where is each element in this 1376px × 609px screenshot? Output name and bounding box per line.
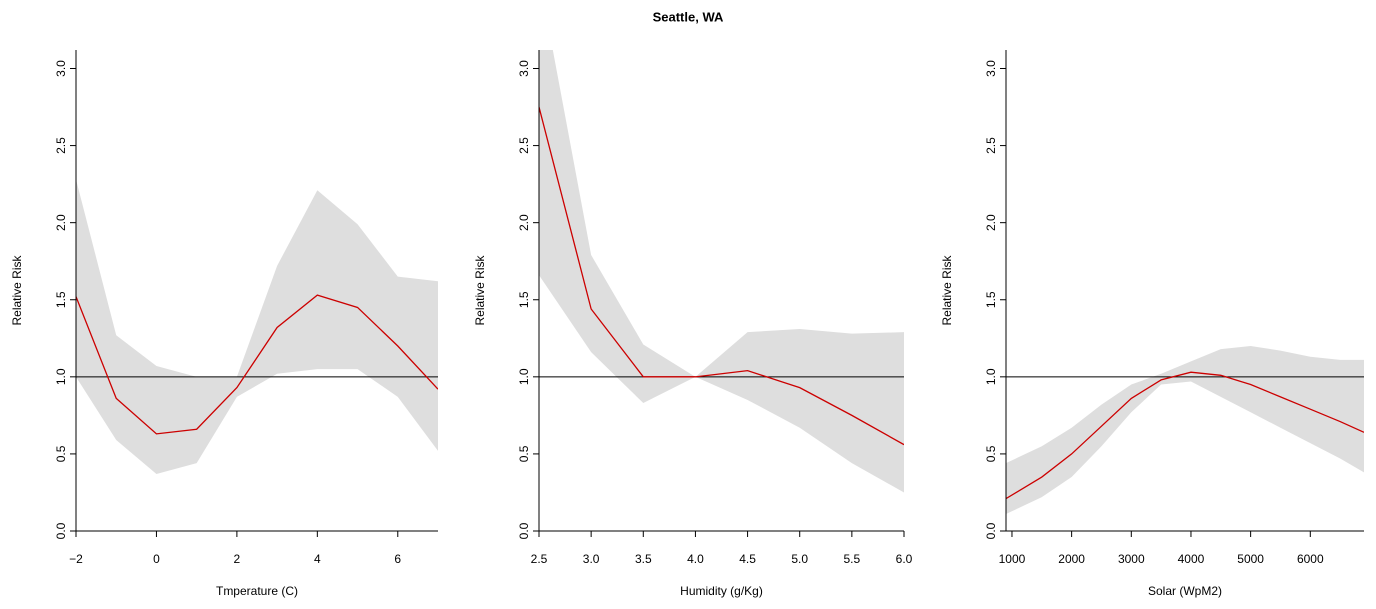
y-tick-label: 1.0	[54, 368, 68, 385]
y-tick-label: 1.5	[54, 291, 68, 308]
x-tick-label: 4000	[1178, 552, 1205, 566]
x-tick-label: 6000	[1297, 552, 1324, 566]
x-tick-label: 2	[234, 552, 241, 566]
plot-area	[1006, 346, 1364, 515]
y-tick-label: 1.0	[984, 368, 998, 385]
x-tick-label: 6	[394, 552, 401, 566]
y-tick-label: 0.0	[984, 522, 998, 539]
x-axis-label: Tmperature (C)	[216, 584, 298, 598]
y-tick-label: 2.0	[517, 214, 531, 231]
y-tick-label: 1.5	[984, 291, 998, 308]
y-tick-label: 3.0	[984, 60, 998, 77]
y-tick-label: 0.5	[517, 445, 531, 462]
y-axis-label: Relative Risk	[940, 254, 954, 325]
y-axis-label: Relative Risk	[473, 254, 487, 325]
x-tick-label: 5000	[1237, 552, 1264, 566]
x-tick-label: 3000	[1118, 552, 1145, 566]
x-tick-label: 5.0	[791, 552, 808, 566]
y-tick-label: 2.5	[54, 137, 68, 154]
y-tick-label: 1.0	[517, 368, 531, 385]
risk-line	[1006, 371, 1364, 500]
x-tick-label: 6.0	[896, 552, 913, 566]
confidence-band	[539, 50, 904, 493]
x-tick-label: 4	[314, 552, 321, 566]
x-tick-label: 2000	[1058, 552, 1085, 566]
y-tick-label: 2.5	[517, 137, 531, 154]
x-tick-label: 0	[153, 552, 160, 566]
x-tick-label: −2	[69, 552, 83, 566]
plot-area	[76, 179, 438, 474]
x-tick-label: 1000	[999, 552, 1026, 566]
y-tick-label: 2.0	[984, 214, 998, 231]
confidence-band	[76, 179, 438, 474]
y-tick-label: 0.0	[517, 522, 531, 539]
y-tick-label: 2.5	[984, 137, 998, 154]
x-axis-label: Solar (WpM2)	[1148, 584, 1222, 598]
plot-area	[539, 50, 904, 493]
y-tick-label: 1.5	[517, 291, 531, 308]
confidence-band	[1006, 346, 1364, 515]
y-axis-label: Relative Risk	[10, 254, 24, 325]
x-tick-label: 3.0	[583, 552, 600, 566]
x-axis-label: Humidity (g/Kg)	[680, 584, 763, 598]
x-tick-label: 3.5	[635, 552, 652, 566]
x-tick-label: 4.0	[687, 552, 704, 566]
x-tick-label: 5.5	[844, 552, 861, 566]
y-tick-label: 0.5	[984, 445, 998, 462]
y-tick-label: 3.0	[517, 60, 531, 77]
risk-line	[539, 106, 904, 446]
y-tick-label: 0.5	[54, 445, 68, 462]
x-tick-label: 2.5	[531, 552, 548, 566]
y-tick-label: 0.0	[54, 522, 68, 539]
y-tick-label: 2.0	[54, 214, 68, 231]
y-tick-label: 3.0	[54, 60, 68, 77]
x-tick-label: 4.5	[739, 552, 756, 566]
risk-line	[76, 294, 438, 435]
chart-title: Seattle, WA	[653, 9, 724, 24]
